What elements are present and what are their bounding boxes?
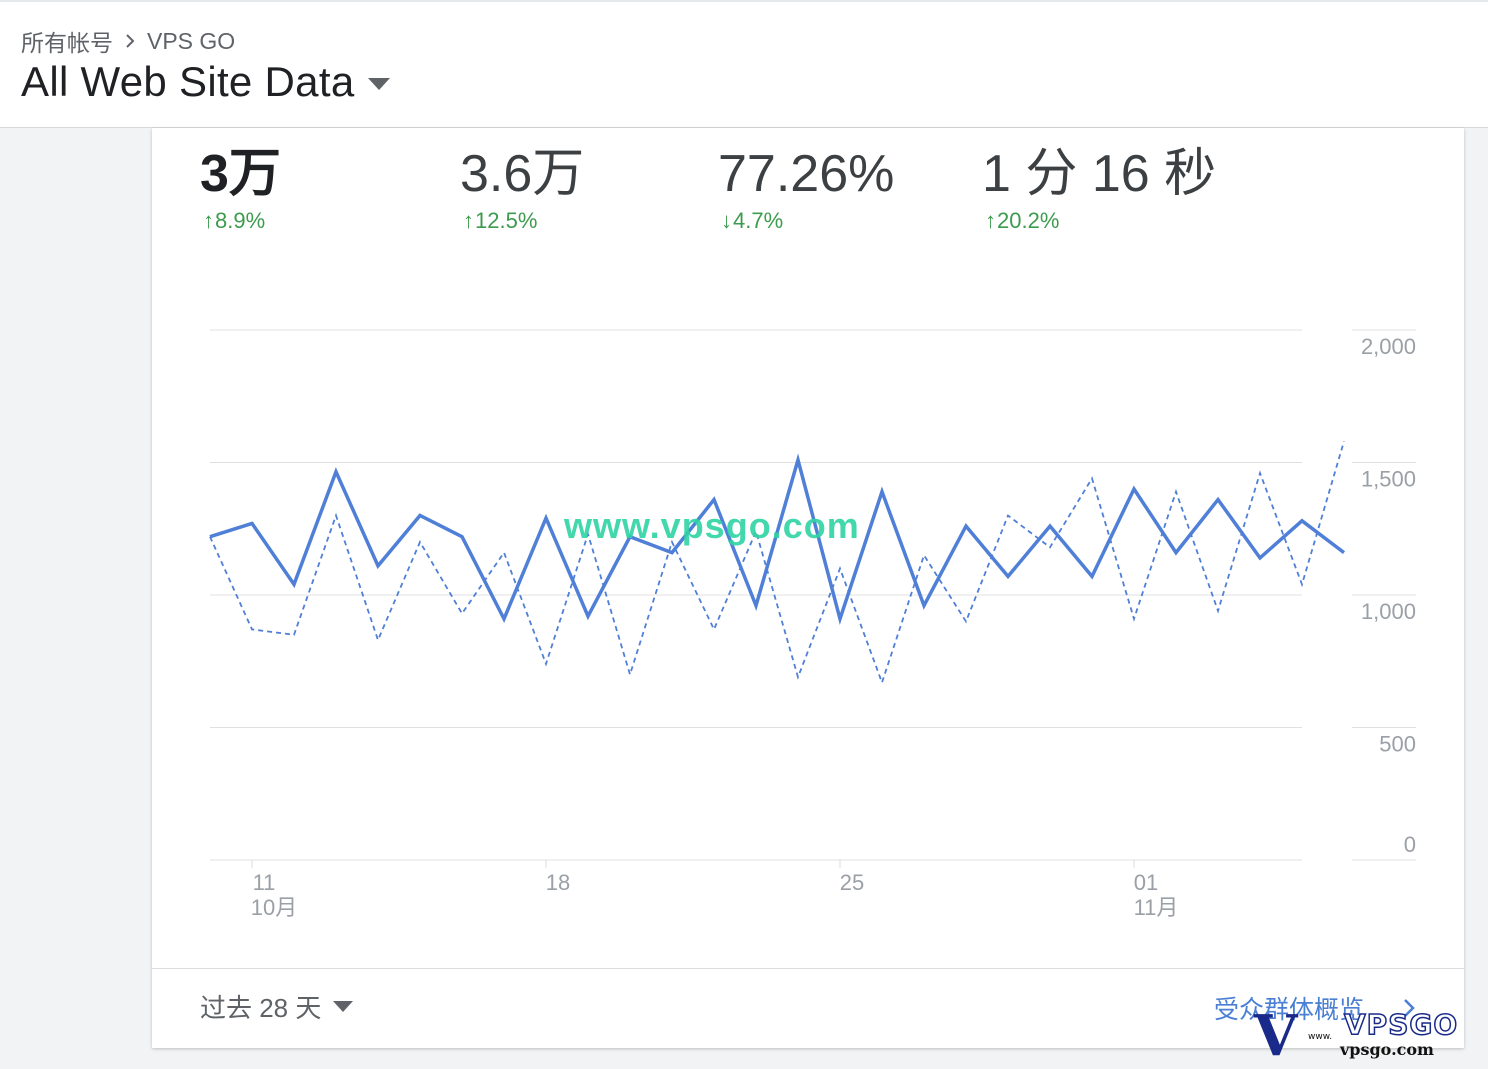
- y-tick-label: 1,500: [1361, 467, 1416, 492]
- arrow-down-icon: ↓: [721, 208, 732, 233]
- metric-change: ↑8.9%: [203, 208, 266, 233]
- arrow-up-icon: ↑: [985, 208, 996, 233]
- metric-bounce-rate[interactable]: 77.26% ↓4.7%: [718, 144, 894, 234]
- chevron-right-icon: [126, 34, 135, 48]
- audience-overview-link[interactable]: 受众群体概览: [1214, 990, 1416, 1026]
- y-tick-label: 0: [1404, 832, 1416, 857]
- x-tick-month-label: 11月: [1134, 895, 1179, 920]
- logo-word: VPSGO: [1343, 1008, 1459, 1041]
- metric-value: 3万: [200, 145, 281, 203]
- x-tick-label: 01: [1134, 870, 1158, 895]
- x-tick-month-label: 10月: [251, 895, 297, 920]
- metric-change: ↑12.5%: [463, 208, 538, 233]
- metric-sessions[interactable]: 3.6万 ↑12.5%: [460, 144, 584, 234]
- divider: [152, 968, 1464, 969]
- logo-mark: V: [1254, 1003, 1298, 1069]
- arrow-up-icon: ↑: [463, 208, 474, 233]
- view-title[interactable]: All Web Site Data: [21, 58, 355, 105]
- caret-down-icon[interactable]: [333, 1001, 354, 1012]
- breadcrumb-property[interactable]: VPS GO: [147, 27, 236, 54]
- logo-url: vpsgo.com: [1340, 1040, 1434, 1059]
- y-tick-label: 500: [1379, 732, 1416, 757]
- metric-session-duration[interactable]: 1 分 16 秒 ↑20.2%: [982, 144, 1216, 234]
- breadcrumb[interactable]: 所有帐号 VPS GO: [21, 24, 235, 58]
- arrow-up-icon: ↑: [203, 208, 214, 233]
- date-range-label[interactable]: 过去 28 天: [200, 993, 322, 1023]
- metric-change: ↓4.7%: [721, 208, 784, 233]
- series-line-current: [209, 453, 1346, 626]
- metric-value: 1 分 16 秒: [982, 145, 1217, 203]
- metric-users[interactable]: 3万 ↑8.9%: [200, 144, 281, 234]
- x-tick-label: 25: [840, 870, 864, 895]
- caret-down-icon[interactable]: [368, 78, 391, 90]
- breadcrumb-account[interactable]: 所有帐号: [21, 30, 113, 56]
- x-tick-label: 18: [546, 870, 570, 895]
- metric-value: 77.26%: [718, 145, 895, 203]
- audience-overview-label[interactable]: 受众群体概览: [1214, 996, 1365, 1024]
- vpsgo-logo: V www. VPSGO vpsgo.com: [1250, 1003, 1480, 1069]
- chevron-right-icon[interactable]: [1402, 998, 1416, 1018]
- series-line-previous: [209, 441, 1345, 686]
- y-tick-label: 1,000: [1361, 599, 1416, 624]
- overview-card: 3万 ↑8.9% 3.6万 ↑12.5% 77.26% ↓4.7% 1 分 16…: [152, 128, 1464, 1048]
- top-header: 所有帐号 VPS GO All Web Site Data: [0, 0, 1488, 128]
- metric-value: 3.6万: [460, 145, 585, 203]
- view-selector[interactable]: All Web Site Data: [21, 58, 391, 106]
- metric-change: ↑20.2%: [985, 208, 1060, 233]
- logo-prefix: www.: [1308, 1032, 1333, 1042]
- x-tick-label: 11: [253, 870, 276, 895]
- date-range-select[interactable]: 过去 28 天: [200, 988, 354, 1025]
- y-tick-label: 2,000: [1361, 334, 1416, 359]
